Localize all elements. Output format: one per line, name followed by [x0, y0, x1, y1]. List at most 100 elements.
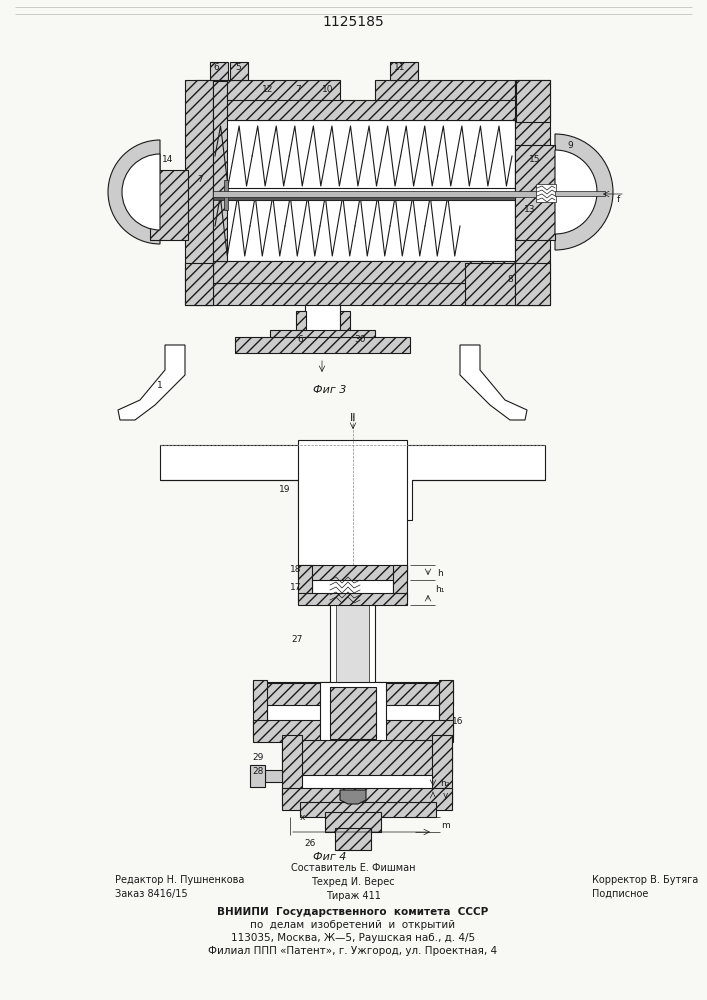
Bar — [224, 180, 228, 210]
Text: Филиал ППП «Патент», г. Ужгород, ул. Проектная, 4: Филиал ППП «Патент», г. Ужгород, ул. Про… — [209, 946, 498, 956]
Text: 1125185: 1125185 — [322, 15, 384, 29]
Text: 30: 30 — [354, 336, 366, 344]
Bar — [253, 720, 453, 742]
Bar — [312, 572, 393, 602]
Text: 15: 15 — [530, 155, 541, 164]
Text: f: f — [617, 196, 619, 205]
Bar — [213, 81, 227, 261]
Text: 113035, Москва, Ж—5, Раушская наб., д. 4/5: 113035, Москва, Ж—5, Раушская наб., д. 4… — [231, 933, 475, 943]
Text: Подписное: Подписное — [592, 889, 648, 899]
Wedge shape — [555, 150, 597, 234]
Polygon shape — [250, 765, 265, 787]
Bar — [298, 440, 407, 570]
Bar — [213, 261, 515, 283]
Text: по  делам  изобретений  и  открытий: по делам изобретений и открытий — [250, 920, 455, 930]
Bar — [516, 80, 550, 122]
Text: 7: 7 — [295, 86, 301, 95]
Text: 19: 19 — [279, 486, 291, 494]
Bar — [330, 600, 375, 695]
Text: x: x — [299, 812, 305, 822]
Polygon shape — [118, 345, 185, 420]
Bar — [432, 735, 452, 805]
Bar — [235, 337, 410, 353]
Bar — [330, 687, 376, 739]
Bar — [185, 80, 213, 305]
Bar — [325, 812, 381, 832]
Bar — [282, 788, 452, 810]
Text: Техред И. Верес: Техред И. Верес — [311, 877, 395, 887]
Bar — [536, 184, 556, 202]
Polygon shape — [265, 770, 282, 782]
Text: 27: 27 — [291, 636, 303, 645]
Text: Тираж 411: Тираж 411 — [325, 891, 380, 901]
Text: 13: 13 — [525, 206, 536, 215]
Text: 28: 28 — [252, 768, 264, 776]
Bar — [515, 145, 555, 240]
Text: 14: 14 — [163, 155, 174, 164]
Bar — [213, 120, 515, 261]
Bar — [393, 565, 407, 600]
Text: h: h — [437, 568, 443, 578]
Text: 10: 10 — [322, 86, 334, 95]
Text: 5: 5 — [235, 64, 241, 73]
Bar — [213, 192, 515, 195]
Wedge shape — [122, 154, 160, 230]
Polygon shape — [460, 345, 527, 420]
Bar — [150, 170, 188, 240]
Bar — [298, 565, 312, 600]
Bar — [296, 311, 306, 333]
Text: 7: 7 — [197, 176, 203, 184]
Bar — [439, 680, 453, 738]
Text: 6: 6 — [297, 336, 303, 344]
Text: Корректор В. Бутяга: Корректор В. Бутяга — [592, 875, 699, 885]
Bar — [195, 283, 545, 305]
Text: Фиг 4: Фиг 4 — [313, 852, 346, 862]
Text: Редактор Н. Пушненкова: Редактор Н. Пушненкова — [115, 875, 245, 885]
Bar — [390, 62, 418, 80]
Bar — [185, 263, 213, 305]
Bar — [515, 80, 550, 305]
Bar — [253, 683, 453, 705]
Bar — [210, 62, 228, 80]
Bar — [335, 828, 371, 850]
Wedge shape — [555, 134, 613, 250]
Bar — [555, 191, 605, 196]
Bar — [282, 740, 452, 775]
Polygon shape — [396, 445, 545, 520]
Bar — [340, 311, 350, 333]
Text: 18: 18 — [291, 566, 302, 574]
Bar — [300, 740, 436, 808]
Bar — [270, 330, 375, 345]
Text: h₂: h₂ — [440, 780, 450, 788]
Bar — [298, 593, 407, 605]
Text: 16: 16 — [452, 718, 464, 726]
Text: 9: 9 — [567, 140, 573, 149]
Bar — [515, 263, 550, 305]
Text: 1: 1 — [157, 380, 163, 389]
Bar — [230, 62, 248, 80]
Text: 26: 26 — [304, 838, 316, 848]
Text: II: II — [350, 413, 356, 423]
Bar — [213, 188, 515, 200]
Text: ВНИИПИ  Государственного  комитета  СССР: ВНИИПИ Государственного комитета СССР — [217, 907, 489, 917]
Bar — [305, 295, 340, 350]
Polygon shape — [160, 445, 314, 520]
Bar — [336, 603, 369, 692]
Text: Заказ 8416/15: Заказ 8416/15 — [115, 889, 187, 899]
Bar — [300, 802, 436, 817]
Bar — [465, 263, 515, 305]
Text: h₁: h₁ — [436, 585, 445, 594]
Text: 6: 6 — [213, 64, 219, 73]
Text: 12: 12 — [262, 86, 274, 95]
Text: 17: 17 — [291, 584, 302, 592]
Bar — [320, 682, 386, 742]
Text: 8: 8 — [507, 275, 513, 284]
Bar — [298, 565, 407, 580]
Wedge shape — [108, 140, 160, 244]
Text: Фиг 3: Фиг 3 — [313, 385, 346, 395]
Text: Составитель Е. Фишман: Составитель Е. Фишман — [291, 863, 415, 873]
Bar — [213, 100, 515, 120]
Text: y: y — [443, 792, 448, 800]
Bar — [253, 680, 267, 738]
Text: 11: 11 — [395, 64, 406, 73]
